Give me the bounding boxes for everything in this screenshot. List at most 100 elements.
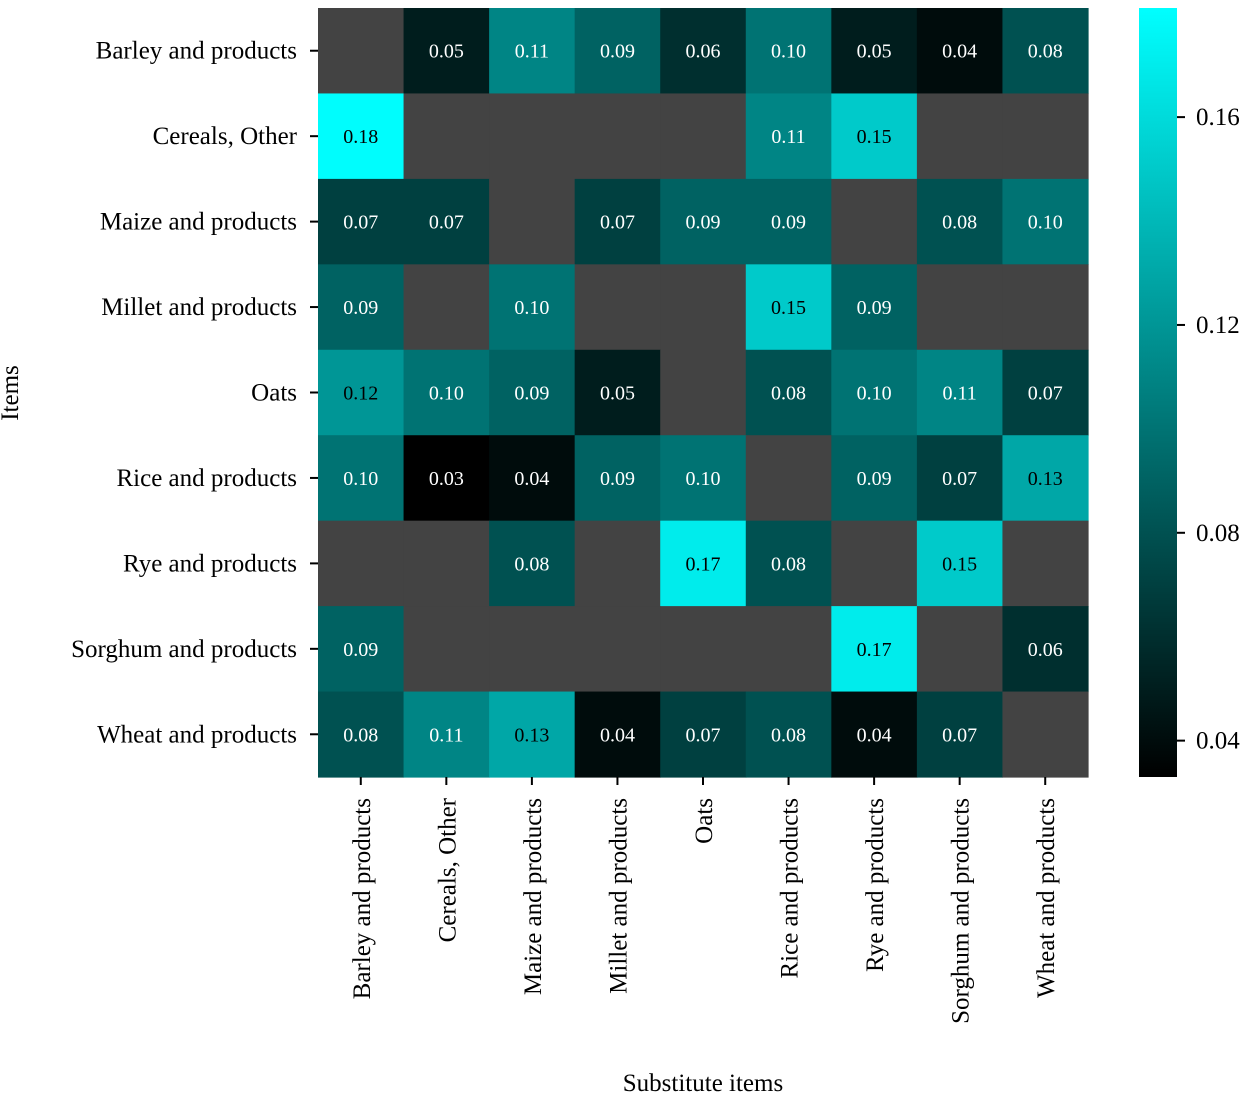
heatmap-cell [916, 520, 1004, 607]
cell-value-label: 0.10 [1028, 212, 1063, 234]
heatmap-cell [489, 264, 576, 351]
heatmap-cell [318, 520, 405, 607]
cell-value-label: 0.08 [1028, 41, 1063, 63]
heatmap-cell [916, 691, 1004, 778]
heatmap-cell [318, 93, 405, 180]
heatmap-cell [489, 435, 576, 522]
heatmap-cell [745, 435, 832, 522]
cell-value-label: 0.15 [857, 126, 892, 148]
heatmap-cell [660, 178, 747, 265]
heatmap-cell [574, 8, 661, 95]
x-tick-label: Maize and products [520, 798, 547, 995]
cell-value-label: 0.05 [857, 41, 892, 63]
heatmap-cell [660, 8, 747, 95]
y-tick-label: Rye and products [123, 550, 297, 577]
y-tick-label: Oats [251, 380, 297, 407]
cell-value-label: 0.17 [686, 553, 721, 575]
cell-value-label: 0.11 [515, 41, 549, 63]
heatmap-cell [403, 435, 490, 522]
y-tick-label: Rice and products [116, 465, 297, 492]
cell-value-label: 0.04 [514, 468, 549, 490]
cell-value-label: 0.07 [343, 212, 378, 234]
y-tick-label: Barley and products [96, 38, 297, 65]
y-tick-label: Cereals, Other [153, 123, 298, 150]
cell-value-label: 0.09 [600, 468, 635, 490]
heatmap-cell [403, 264, 490, 351]
heatmap-cell [660, 264, 747, 351]
x-tick-label: Sorghum and products [948, 798, 975, 1024]
heatmap-cell [831, 8, 918, 95]
colorbar-tick-label: 0.16 [1196, 104, 1240, 131]
x-tick-label: Cereals, Other [434, 797, 461, 942]
heatmap-cell [1002, 93, 1089, 180]
cell-value-label: 0.04 [942, 41, 977, 63]
cell-value-label: 0.09 [771, 212, 806, 234]
heatmap-cell [574, 691, 661, 778]
cell-value-label: 0.07 [942, 724, 977, 746]
y-axis-title: Items [0, 365, 24, 421]
heatmap-cell [489, 606, 576, 693]
heatmap-cell [916, 349, 1004, 436]
colorbar [1139, 8, 1177, 777]
heatmap-cell [745, 606, 832, 693]
cell-value-label: 0.09 [686, 212, 721, 234]
x-axis-ticks: Barley and products Cereals, Other Maize a… [349, 777, 1060, 1024]
heatmap-cell [831, 435, 918, 522]
cell-value-label: 0.09 [343, 297, 378, 319]
heatmap-cell [1002, 264, 1089, 351]
heatmap-cell [403, 93, 490, 180]
cell-value-label: 0.08 [771, 383, 806, 405]
heatmap-cell [574, 264, 661, 351]
heatmap-cell [831, 520, 918, 607]
cell-value-label: 0.11 [771, 126, 805, 148]
heatmap-cell [489, 691, 576, 778]
heatmap-cell [403, 8, 490, 95]
cell-value-label: 0.10 [857, 383, 892, 405]
cell-value-label: 0.07 [600, 212, 635, 234]
heatmap-cell [1002, 606, 1089, 693]
y-tick-label: Maize and products [100, 209, 297, 236]
cell-value-label: 0.15 [771, 297, 806, 319]
cell-value-label: 0.07 [429, 212, 464, 234]
heatmap-cell [1002, 349, 1089, 436]
x-tick-label: Wheat and products [1033, 798, 1060, 998]
cell-value-label: 0.06 [1028, 639, 1063, 661]
heatmap-cell [489, 178, 576, 265]
heatmap-cell [318, 8, 405, 95]
heatmap-cell [318, 178, 405, 265]
y-axis-ticks: Barley and products Cereals, Other Maize a… [71, 38, 318, 748]
cell-value-label: 0.09 [514, 383, 549, 405]
cell-value-label: 0.07 [686, 724, 721, 746]
heatmap-cell [831, 264, 918, 351]
colorbar-tick-label: 0.12 [1196, 312, 1240, 339]
heatmap-cell [831, 349, 918, 436]
cell-value-label: 0.07 [1028, 383, 1063, 405]
cell-value-label: 0.08 [942, 212, 977, 234]
heatmap-cell [574, 349, 661, 436]
heatmap-cell [831, 93, 918, 180]
cell-value-label: 0.11 [429, 724, 463, 746]
heatmap-cell [745, 520, 832, 607]
heatmap-cell [916, 606, 1004, 693]
heatmap-cell [916, 8, 1004, 95]
heatmap-cell [660, 349, 747, 436]
cell-value-label: 0.08 [771, 724, 806, 746]
colorbar-tick-label: 0.08 [1196, 520, 1240, 547]
heatmap-cell [574, 520, 661, 607]
heatmap-cell [574, 93, 661, 180]
heatmap-cell [745, 8, 832, 95]
cell-value-label: 0.09 [857, 297, 892, 319]
x-tick-label: Rye and products [862, 798, 889, 972]
cell-value-label: 0.10 [771, 41, 806, 63]
heatmap-cell [403, 691, 490, 778]
heatmap-cell [403, 520, 490, 607]
cell-value-label: 0.09 [600, 41, 635, 63]
heatmap-cell [745, 264, 832, 351]
heatmap-cell [318, 349, 405, 436]
heatmap-cells: 0.05 0.11 0.09 0.06 0.10 0.05 0.04 0.08 0.18 0.11… [318, 8, 1089, 778]
cell-value-label: 0.08 [771, 553, 806, 575]
heatmap-cell [403, 606, 490, 693]
cell-value-label: 0.03 [429, 468, 464, 490]
cell-value-label: 0.08 [343, 724, 378, 746]
